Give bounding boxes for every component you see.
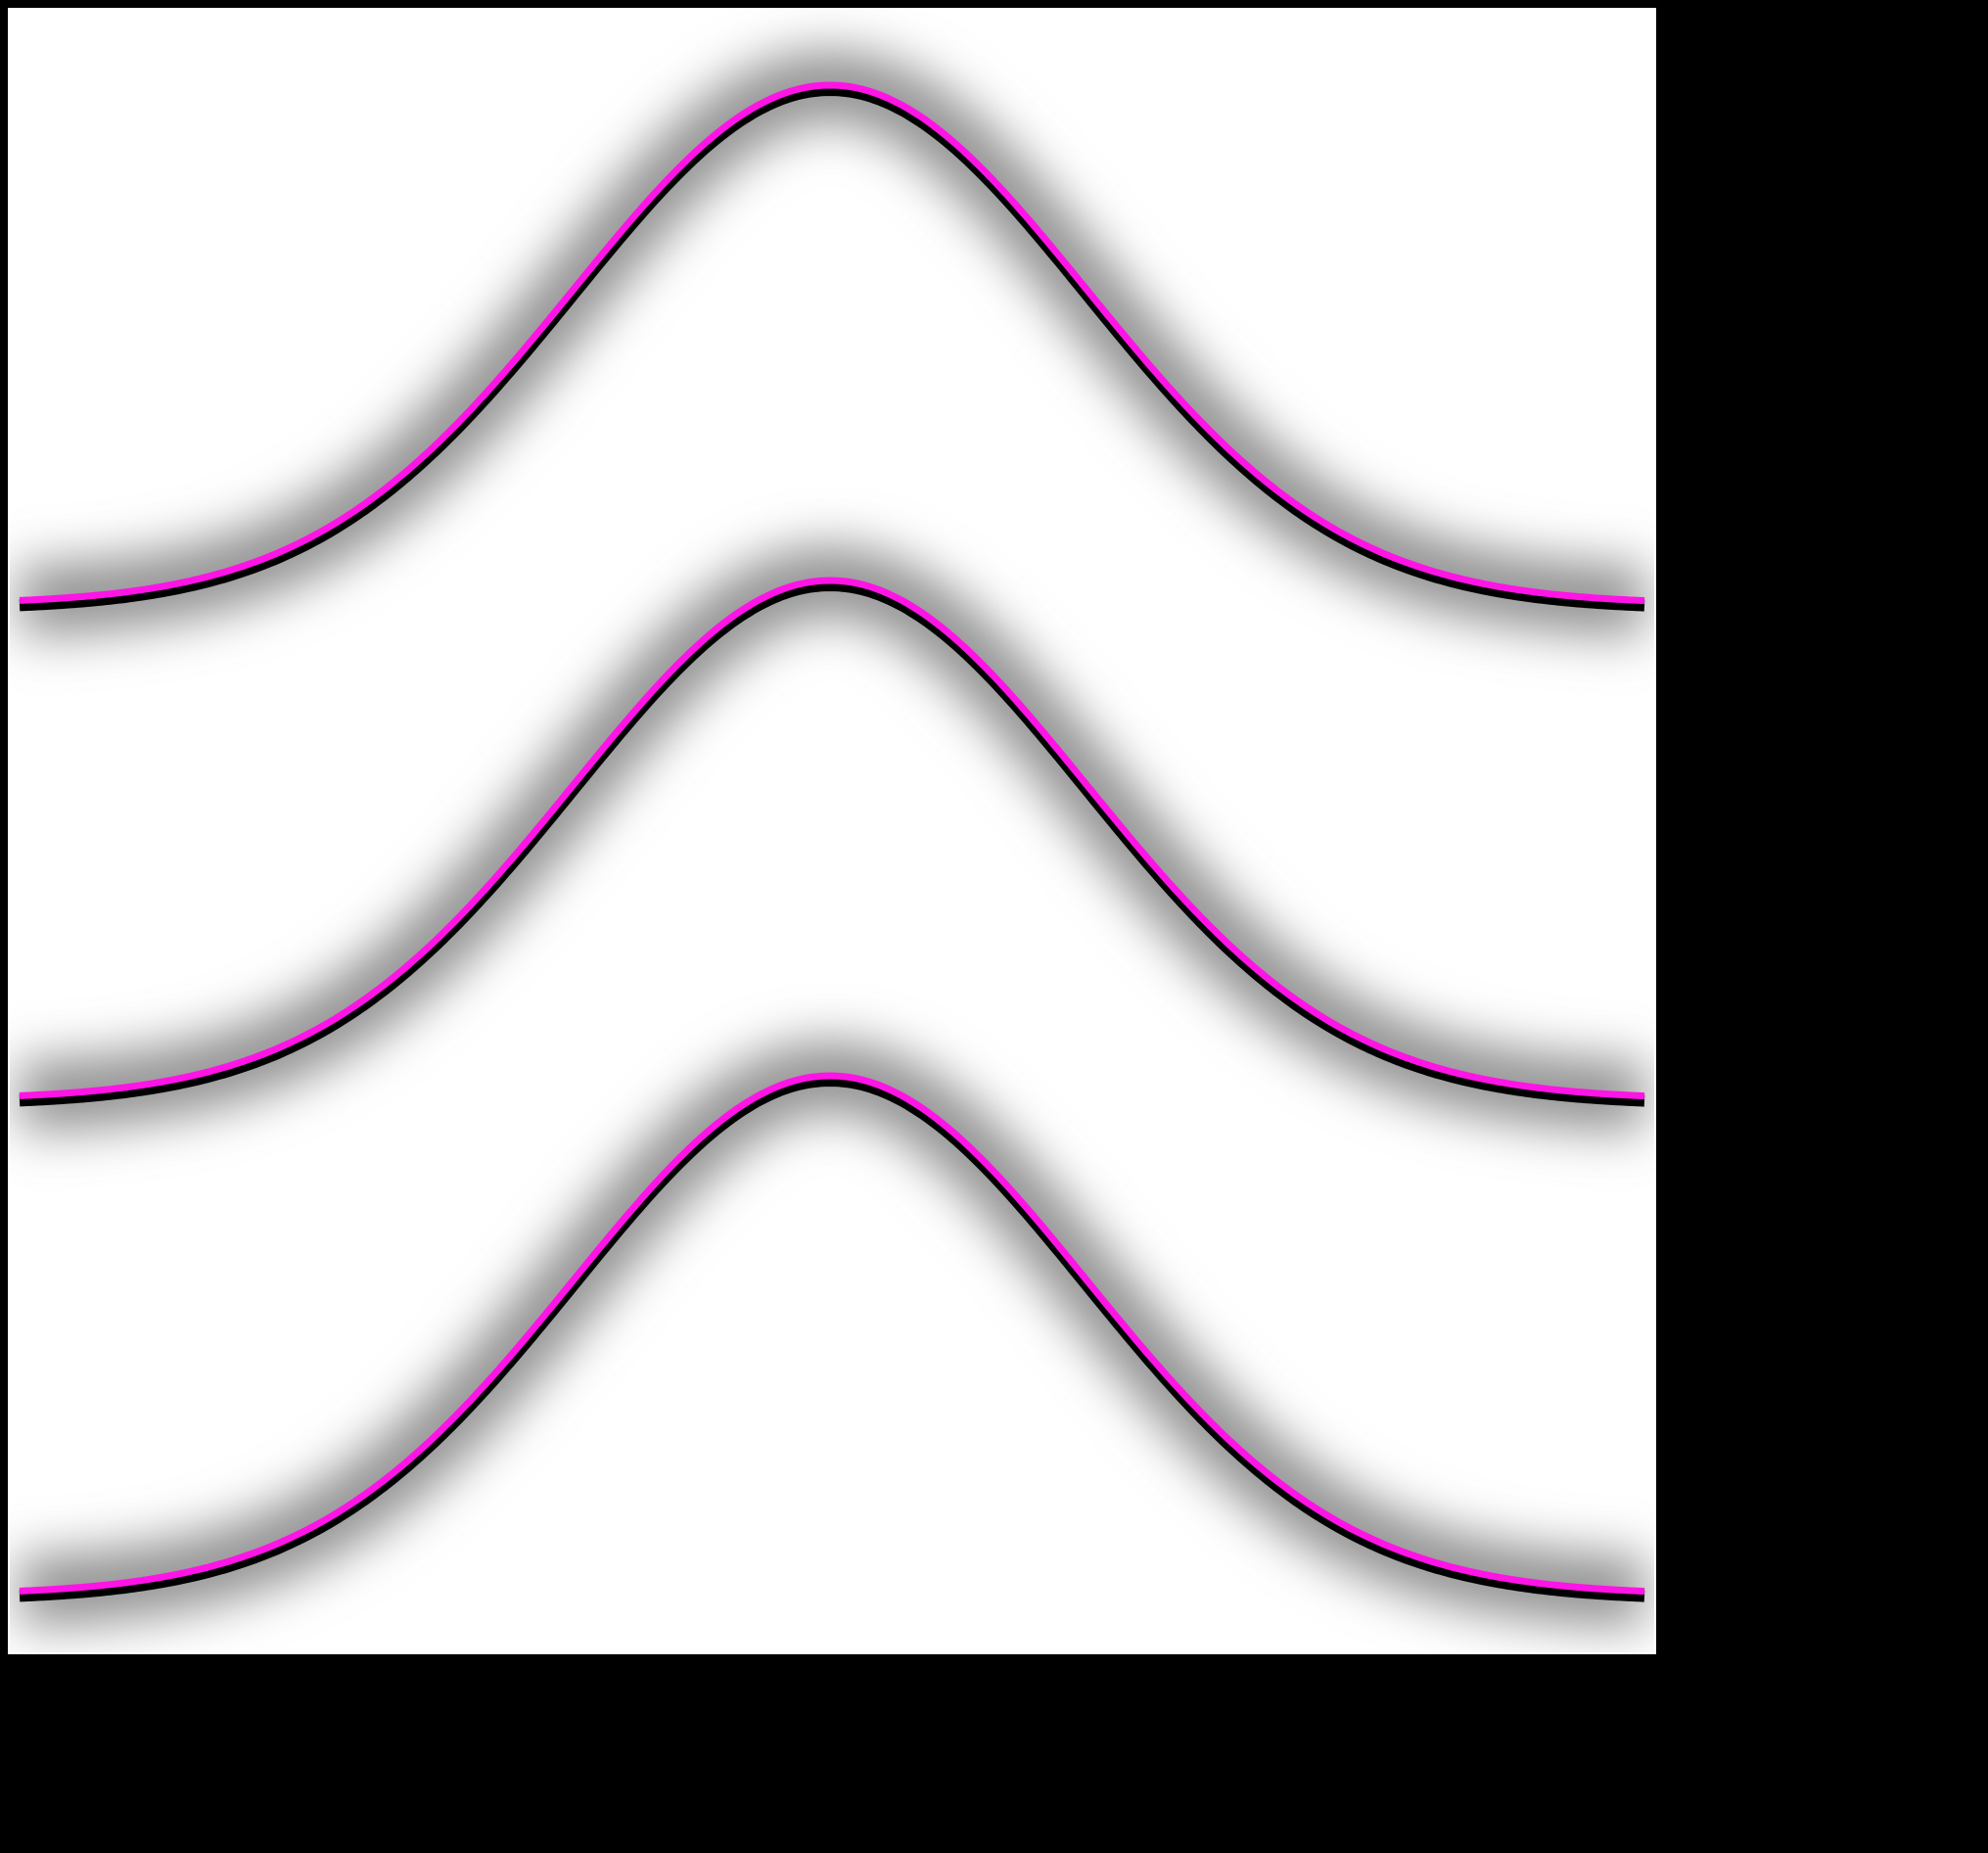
- curve-middle: [18, 546, 1646, 1132]
- curve-middle-outline: [19, 579, 1645, 1107]
- curve-top: [18, 51, 1646, 636]
- curve-top-core: [19, 81, 1645, 605]
- curve-bottom-core: [19, 1072, 1645, 1596]
- white-panel: [4, 4, 1660, 1658]
- curves-layer: [18, 51, 1646, 1627]
- curve-bottom: [18, 1042, 1646, 1627]
- curve-top-outline: [19, 83, 1645, 612]
- curve-middle-core: [19, 577, 1645, 1100]
- curve-bottom-outline: [19, 1074, 1645, 1602]
